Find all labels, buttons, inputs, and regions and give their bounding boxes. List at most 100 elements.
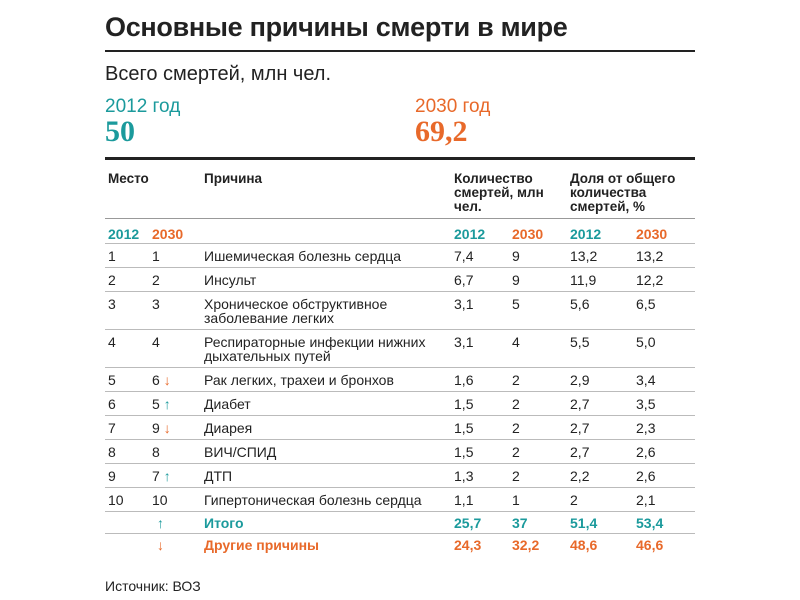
rank-2030: 4 <box>149 329 202 368</box>
value-cell: 5 <box>509 291 568 330</box>
value-cell: 4 <box>509 329 568 368</box>
value-cell: 5,0 <box>633 329 696 368</box>
rank-2012: 10 <box>105 487 149 512</box>
value-cell: 2,7 <box>567 391 634 416</box>
summary-row: ↑ Итого 25,7 37 51,4 53,4 <box>105 511 696 534</box>
summary-arrow: ↑ <box>149 511 202 534</box>
subheader-cell: 2012 <box>108 226 140 242</box>
rank-2030: 9 ↓ <box>149 415 202 440</box>
summary-label: Итого <box>201 511 452 534</box>
cause: Диарея <box>201 415 452 440</box>
rank-2012: 9 <box>105 463 149 488</box>
value-cell: 5,6 <box>567 291 634 330</box>
summary-value: 32,2 <box>509 533 568 555</box>
data-table: Место Причина Количество смертей, млн че… <box>105 170 696 555</box>
rank-2012: 1 <box>105 243 149 268</box>
summary-arrow: ↓ <box>149 533 202 555</box>
subheader-cell: 2030 <box>512 226 544 242</box>
value-cell: 3,1 <box>451 329 510 368</box>
subheader-cell: 2012 <box>454 226 486 242</box>
table-row: 1 1 Ишемическая болезнь сердца 7,4 9 13,2 13,2 <box>105 243 696 268</box>
value-cell: 3,1 <box>451 291 510 330</box>
table-row: 7 9 ↓ Диарея 1,5 2 2,7 2,3 <box>105 415 696 440</box>
value-cell: 2,6 <box>633 439 696 464</box>
rank-2030: 10 <box>149 487 202 512</box>
source: Источник: ВОЗ <box>105 578 201 594</box>
value-cell: 2 <box>567 487 634 512</box>
value-cell: 2 <box>509 439 568 464</box>
table-row: 9 7 ↑ ДТП 1,3 2 2,2 2,6 <box>105 463 696 488</box>
subheader-cell: 2030 <box>636 226 668 242</box>
rank-2030-value: 7 <box>152 468 160 484</box>
value-cell: 2,1 <box>633 487 696 512</box>
value-cell: 1,5 <box>451 439 510 464</box>
value-cell: 1,1 <box>451 487 510 512</box>
title: Основные причины смерти в мире <box>105 12 568 42</box>
rank-2030: 2 <box>149 267 202 292</box>
summary-value: 37 <box>509 511 568 534</box>
rank-2012: 3 <box>105 291 149 330</box>
value-cell: 3,5 <box>633 391 696 416</box>
summary-row: ↓ Другие причины 24,3 32,2 48,6 46,6 <box>105 533 696 555</box>
summary-value: 46,6 <box>633 533 696 555</box>
subheader-cell <box>201 219 451 244</box>
summary-value: 53,4 <box>633 511 696 534</box>
summary-value: 48,6 <box>567 533 634 555</box>
header-cell: Доля от общего количества смертей, % <box>567 170 696 219</box>
table-row: 8 8 ВИЧ/СПИД 1,5 2 2,7 2,6 <box>105 439 696 464</box>
rank-2030: 5 ↑ <box>149 391 202 416</box>
value-cell: 2 <box>509 415 568 440</box>
value-cell: 3,4 <box>633 367 696 392</box>
table-row: 10 10 Гипертоническая болезнь сердца 1,1 1 2 2… <box>105 487 696 512</box>
rank-2030: 7 ↑ <box>149 463 202 488</box>
rank-2012: 8 <box>105 439 149 464</box>
cause: Диабет <box>201 391 452 416</box>
header-cell: Количество смертей, млн чел. <box>451 170 568 219</box>
cause: Хроническое обструктивное заболевание ле… <box>201 291 452 330</box>
rank-2012: 2 <box>105 267 149 292</box>
value-cell: 2,9 <box>567 367 634 392</box>
value-cell: 9 <box>509 243 568 268</box>
rank-2030-value: 6 <box>152 372 160 388</box>
cause: ВИЧ/СПИД <box>201 439 452 464</box>
rank-2030-value: 2 <box>152 272 160 288</box>
value-cell: 13,2 <box>567 243 634 268</box>
rank-2012: 7 <box>105 415 149 440</box>
summary-value: 25,7 <box>451 511 510 534</box>
trend-arrow: ↓ <box>163 420 171 436</box>
value-cell: 2,7 <box>567 439 634 464</box>
value-cell: 11,9 <box>567 267 634 292</box>
value-cell: 9 <box>509 267 568 292</box>
rank-2012: 4 <box>105 329 149 368</box>
total-year: 2030 год <box>415 96 491 117</box>
total-value: 50 <box>105 115 135 148</box>
empty-cell <box>105 533 149 555</box>
value-cell: 2 <box>509 367 568 392</box>
value-cell: 1,6 <box>451 367 510 392</box>
rank-2030: 3 <box>149 291 202 330</box>
value-cell: 2 <box>509 391 568 416</box>
total-value: 69,2 <box>415 115 468 148</box>
cause: Респираторные инфекции нижних дыхательны… <box>201 329 452 368</box>
rank-2030: 8 <box>149 439 202 464</box>
value-cell: 1,5 <box>451 415 510 440</box>
table-row: 6 5 ↑ Диабет 1,5 2 2,7 3,5 <box>105 391 696 416</box>
cause: Инсульт <box>201 267 452 292</box>
cause: Ишемическая болезнь сердца <box>201 243 452 268</box>
table-row: 3 3 Хроническое обструктивное заболевание … <box>105 291 696 330</box>
value-cell: 1,3 <box>451 463 510 488</box>
rank-2030-value: 9 <box>152 420 160 436</box>
cause: ДТП <box>201 463 452 488</box>
value-cell: 2,7 <box>567 415 634 440</box>
value-cell: 2 <box>509 463 568 488</box>
trend-arrow: ↓ <box>163 372 171 388</box>
value-cell: 1,5 <box>451 391 510 416</box>
value-cell: 6,5 <box>633 291 696 330</box>
rank-2030-value: 3 <box>152 296 160 312</box>
value-cell: 1 <box>509 487 568 512</box>
rank-2030: 6 ↓ <box>149 367 202 392</box>
value-cell: 2,2 <box>567 463 634 488</box>
value-cell: 13,2 <box>633 243 696 268</box>
header-cell: Причина <box>201 170 452 219</box>
rank-2030-value: 4 <box>152 334 160 350</box>
